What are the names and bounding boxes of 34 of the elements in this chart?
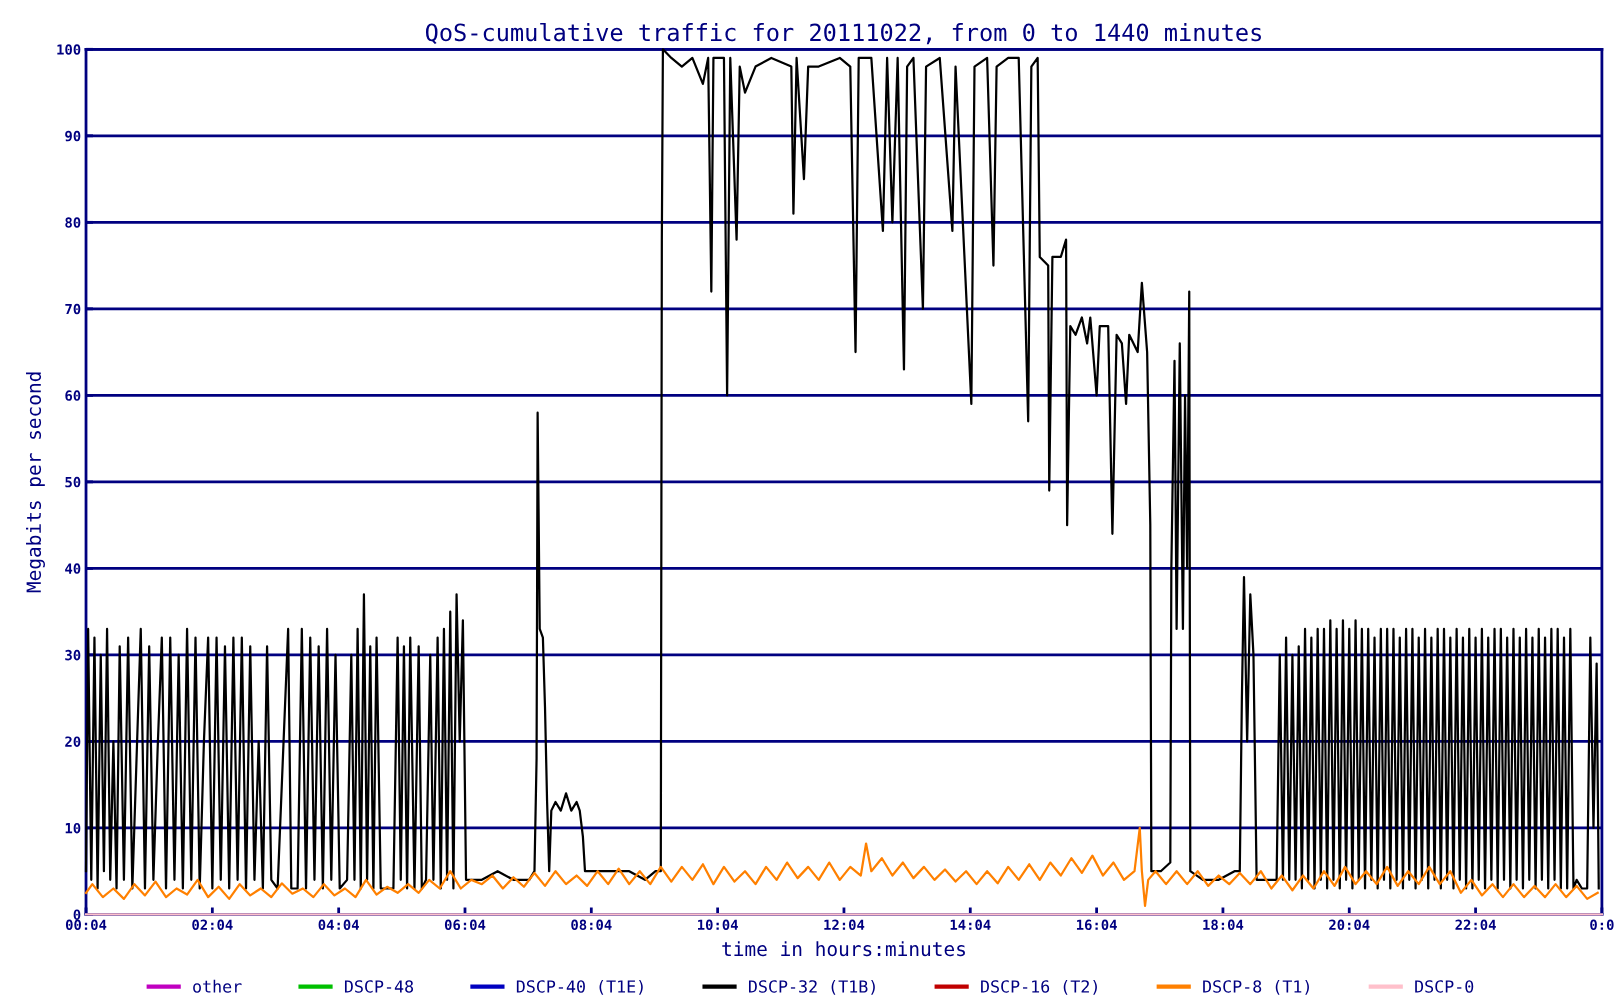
- y-tick-label: 0: [73, 909, 81, 920]
- x-tick-label: 12:04: [824, 919, 865, 931]
- y-tick-label: 50: [65, 476, 81, 488]
- x-tick-label: 06:04: [444, 919, 486, 931]
- x-tick-label: 20:04: [1329, 919, 1370, 931]
- chart-title: QoS-cumulative traffic for 20111022, from 0 to 1440 minutes: [425, 22, 1261, 45]
- y-tick-label: 10: [65, 822, 81, 834]
- x-tick-label: 04:04: [318, 919, 359, 931]
- x-axis-title: time in hours:minutes: [722, 941, 965, 957]
- y-tick-label: 30: [65, 649, 81, 661]
- y-axis-title: Megabits per second: [26, 372, 45, 593]
- legend-label: DSCP-0: [1415, 980, 1474, 993]
- x-tick-label: 16:04: [1076, 919, 1117, 931]
- legend-label: DSCP-8 (T1): [1203, 979, 1309, 995]
- y-tick-label: 20: [65, 736, 81, 747]
- x-tick-label: 22:04: [1455, 919, 1496, 931]
- y-tick-label: 90: [65, 130, 81, 142]
- y-tick-label: 80: [65, 217, 81, 228]
- y-tick-label: 40: [65, 563, 81, 574]
- y-tick-label: 100: [57, 44, 81, 55]
- legend-label: DSCP-48: [344, 980, 414, 993]
- x-tick-label: 14:04: [950, 919, 991, 931]
- y-tick-label: 70: [65, 303, 81, 315]
- legend-label: DSCP-32 (T1B): [748, 979, 875, 995]
- x-tick-label: 02:04: [192, 919, 233, 931]
- legend-label: other: [193, 979, 242, 993]
- legend-label: DSCP-40 (T1E): [516, 979, 643, 995]
- x-tick-label: 00:04: [65, 919, 107, 931]
- x-tick-label: 0:0: [1590, 919, 1614, 931]
- x-tick-label: 10:04: [698, 919, 738, 931]
- legend-label: DSCP-16 (T2): [981, 979, 1097, 995]
- x-tick-label: 08:04: [571, 919, 612, 931]
- x-tick-label: 18:04: [1203, 919, 1244, 931]
- y-tick-label: 60: [65, 390, 81, 401]
